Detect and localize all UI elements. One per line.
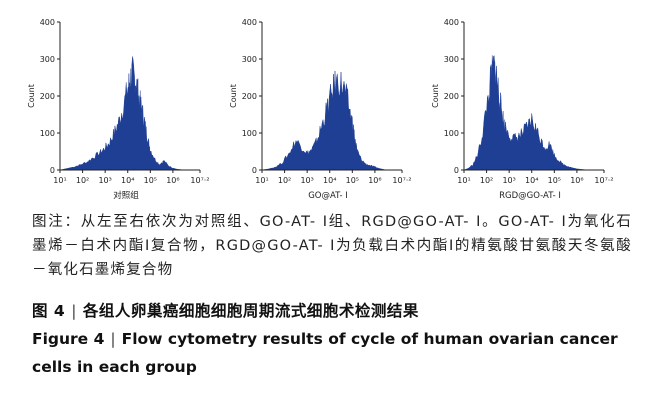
x-tick-label: 10⁷·² (594, 176, 613, 185)
x-tick-label: 10⁶ (570, 176, 583, 185)
x-tick-label: 10³ (300, 176, 313, 185)
panel-caption: GO@AT- Ⅰ (308, 191, 348, 201)
x-tick-label: 10⁵ (346, 176, 359, 185)
histogram-chart: 0 100 200 300 400 Count 10¹ 10² 10³ 10⁴ 10⁵ 10⁶ 10⁷·… (27, 18, 210, 201)
x-tick-label: 10³ (502, 176, 515, 185)
x-tick-label: 10⁵ (144, 176, 157, 185)
x-tick-label: 10⁷·² (392, 176, 411, 185)
y-tick-label: 300 (242, 55, 257, 64)
x-tick-label: 10⁷·² (190, 176, 209, 185)
x-tick-label: 10³ (98, 176, 111, 185)
histogram-area (261, 70, 402, 171)
figure-title-cn: 图 4 | 各组人卵巢癌细胞细胞周期流式细胞术检测结果 (32, 302, 419, 320)
histogram-panel-control: 0 100 200 300 400 Count 10¹ 10² 10³ 10⁴ 10⁵ 10⁶ 10⁷·… (20, 14, 210, 210)
figure-title-en: Figure 4 | Flow cytometry results of cycle… (32, 330, 618, 376)
x-tick-label: 10⁵ (548, 176, 561, 185)
y-axis-label: Count (431, 84, 440, 108)
x-tick-label: 10² (76, 176, 89, 185)
y-tick-label: 100 (444, 129, 459, 138)
y-tick-label: 0 (454, 166, 459, 175)
y-tick-label: 300 (444, 55, 459, 64)
x-tick-label: 10⁶ (166, 176, 179, 185)
figure-panels: 0 100 200 300 400 Count 10¹ 10² 10³ 10⁴ 10⁵ 10⁶ 10⁷·… (20, 14, 614, 210)
figure-title-cn-text: 各组人卵巢癌细胞细胞周期流式细胞术检测结果 (82, 302, 419, 320)
y-tick-label: 200 (444, 92, 459, 101)
y-tick-label: 100 (40, 129, 55, 138)
y-tick-label: 400 (444, 18, 459, 27)
histogram-area (463, 55, 604, 171)
panel-caption: RGD@GO-AT- Ⅰ (499, 191, 561, 201)
y-tick-label: 200 (242, 92, 257, 101)
x-tick-label: 10² (278, 176, 291, 185)
y-tick-label: 400 (242, 18, 257, 27)
histogram-chart: 0 100 200 300 400 Count 10¹ 10² 10³ 10⁴ 10⁵ 10⁶ 10⁷·… (431, 18, 614, 201)
y-tick-label: 0 (252, 166, 257, 175)
x-tick-label: 10¹ (53, 176, 66, 185)
y-tick-label: 400 (40, 18, 55, 27)
histogram-chart: 0 100 200 300 400 Count 10¹ 10² 10³ 10⁴ 10⁵ 10⁶ 10⁷·… (229, 18, 412, 201)
panel-caption: 对照组 (113, 190, 139, 201)
figure-note: 图注：从左至右依次为对照组、GO-AT- Ⅰ组、RGD@GO-AT- Ⅰ。GO-… (32, 214, 632, 278)
x-tick-label: 10¹ (255, 176, 268, 185)
y-tick-label: 100 (242, 129, 257, 138)
histogram-area (59, 56, 200, 171)
x-tick-label: 10⁴ (121, 176, 134, 185)
x-tick-label: 10² (480, 176, 493, 185)
x-tick-label: 10⁴ (525, 176, 538, 185)
figure-label-cn: 图 4 (32, 302, 66, 320)
histogram-panel-rgd-go-at: 0 100 200 300 400 Count 10¹ 10² 10³ 10⁴ 10⁵ 10⁶ 10⁷·… (424, 14, 614, 210)
histogram-panel-go-at: 0 100 200 300 400 Count 10¹ 10² 10³ 10⁴ 10⁵ 10⁶ 10⁷·… (222, 14, 412, 210)
y-axis-label: Count (27, 84, 36, 108)
x-tick-label: 10⁴ (323, 176, 336, 185)
figure-title-en-text: Flow cytometry results of cycle of human… (32, 330, 618, 376)
x-tick-label: 10¹ (457, 176, 470, 185)
y-tick-label: 0 (50, 166, 55, 175)
y-tick-label: 300 (40, 55, 55, 64)
figure-label-en: Figure 4 (32, 330, 105, 348)
y-axis-label: Count (229, 84, 238, 108)
x-tick-label: 10⁶ (368, 176, 381, 185)
y-tick-label: 200 (40, 92, 55, 101)
